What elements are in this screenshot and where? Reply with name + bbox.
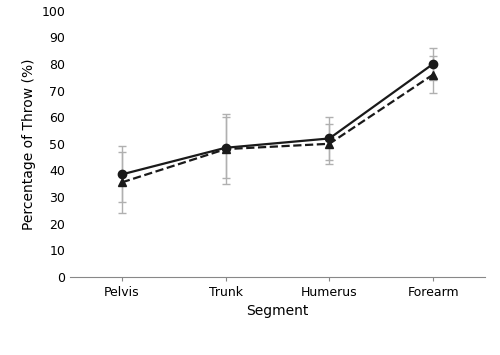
- Y-axis label: Percentage of Throw (%): Percentage of Throw (%): [22, 58, 36, 230]
- X-axis label: Segment: Segment: [246, 305, 308, 318]
